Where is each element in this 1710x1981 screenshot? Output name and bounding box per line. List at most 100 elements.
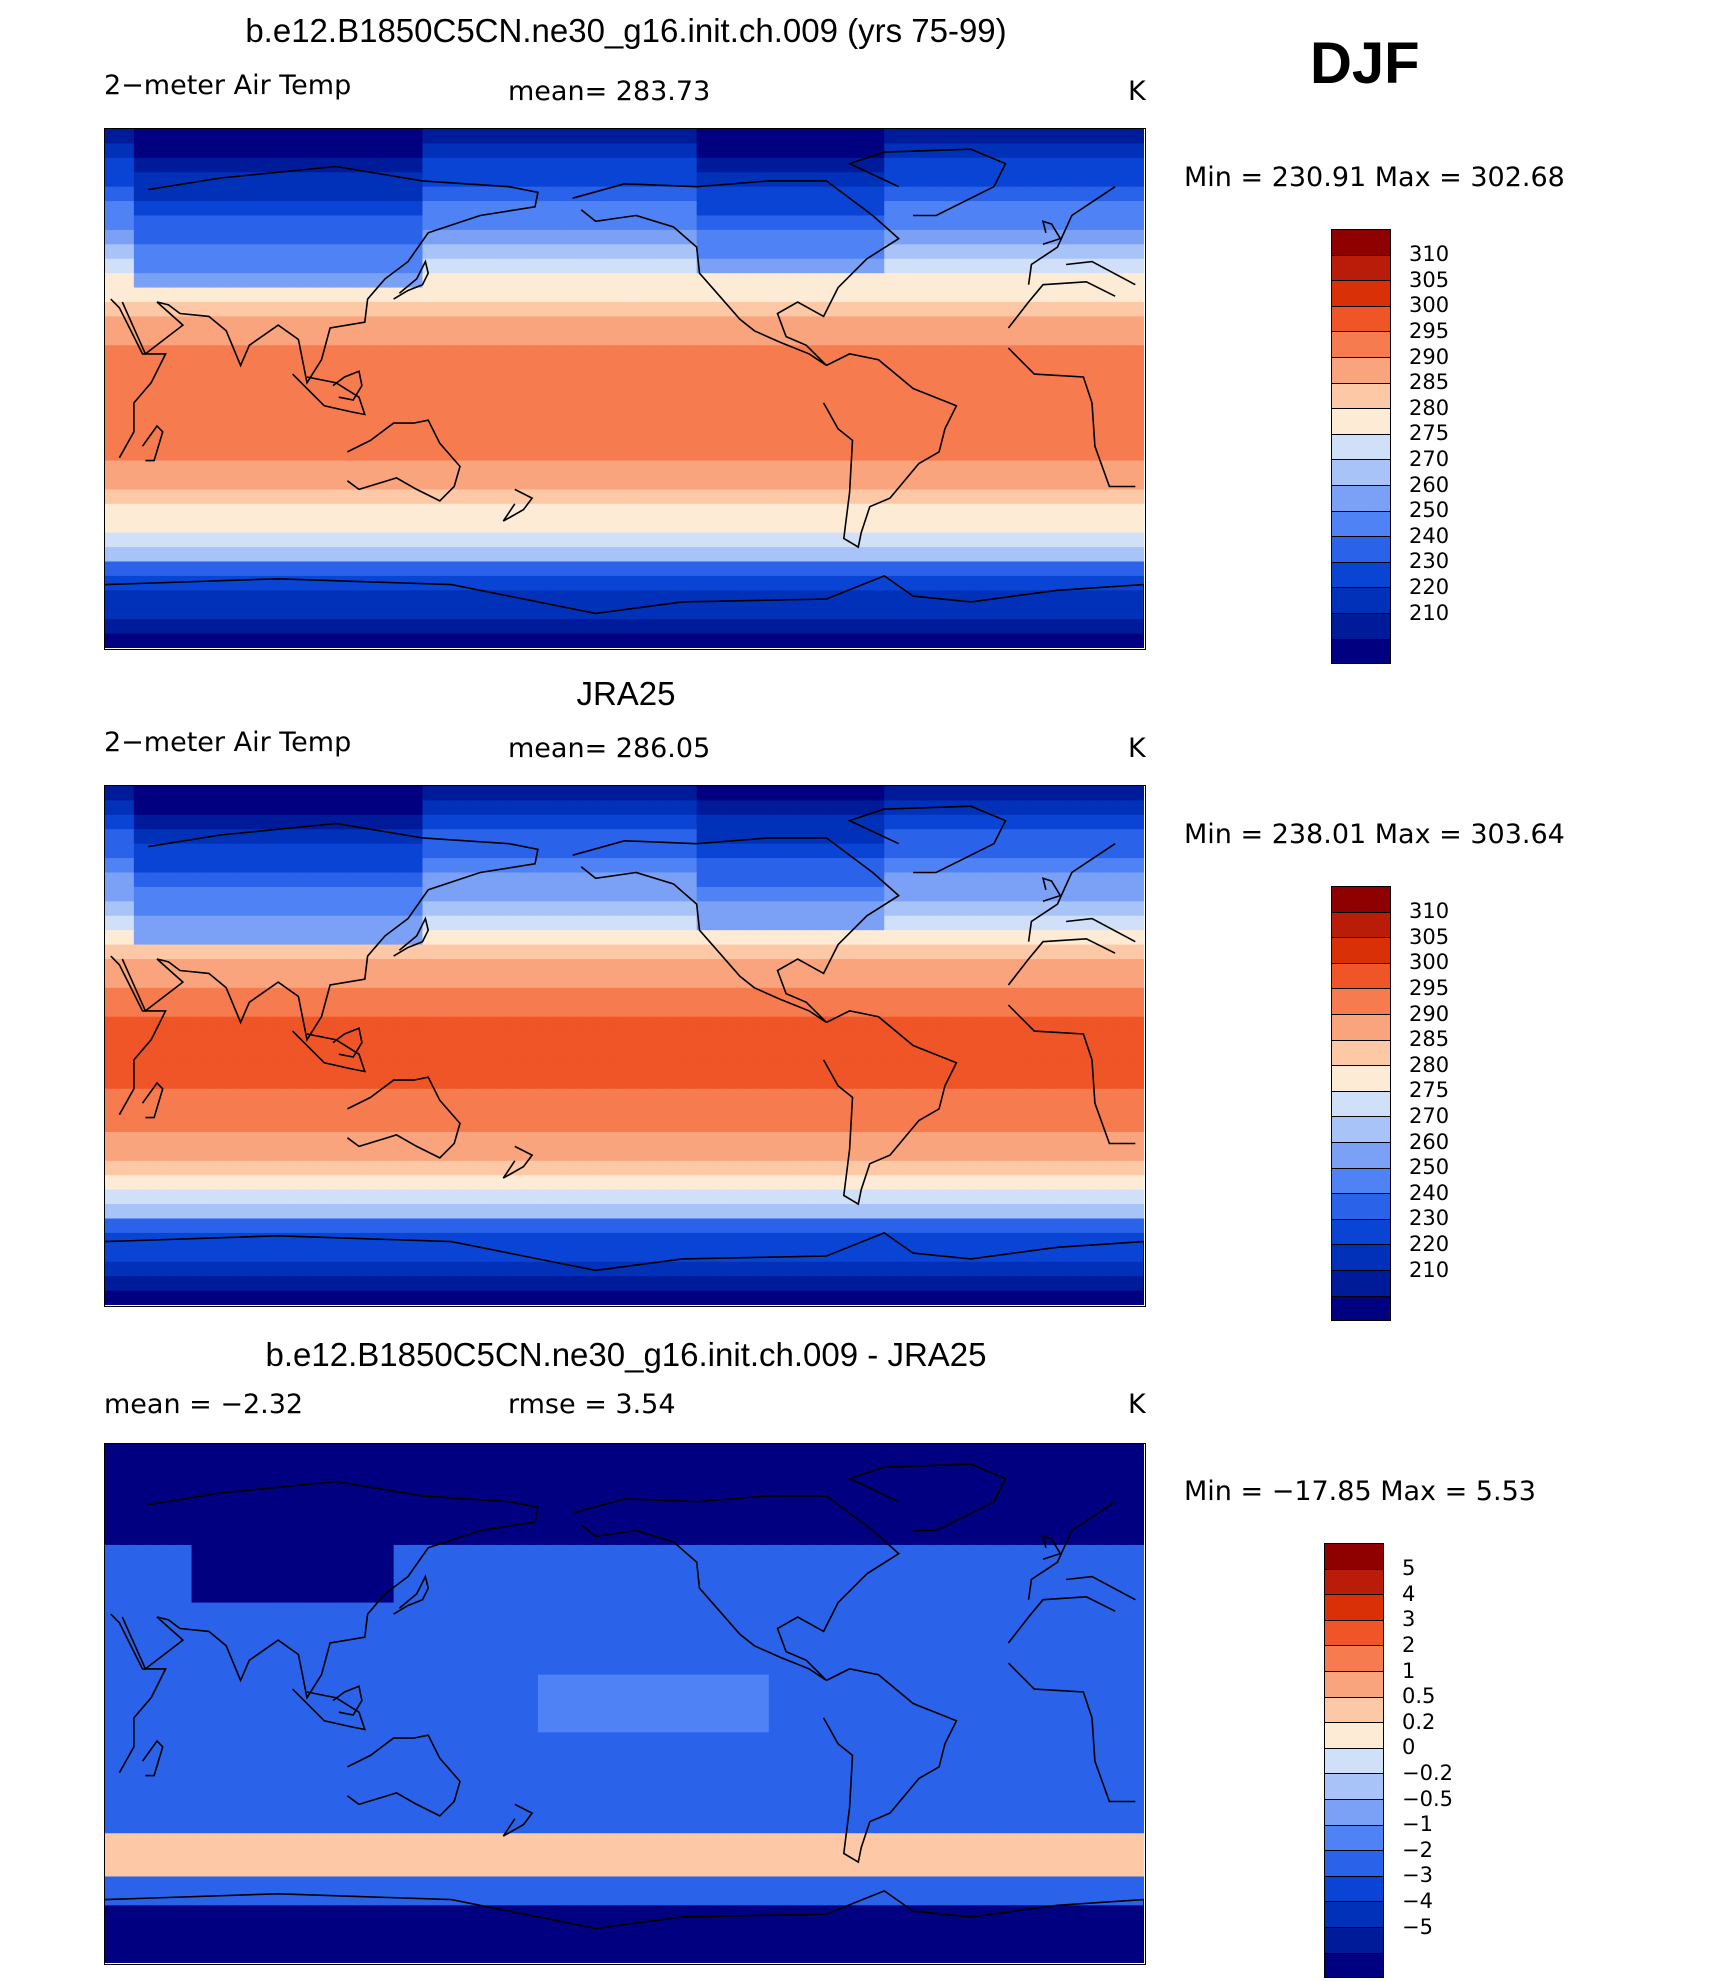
field-cell — [1129, 1059, 1144, 1075]
field-cell — [797, 901, 813, 917]
field-cell — [725, 359, 741, 375]
field-cell — [480, 944, 496, 960]
field-cell — [610, 475, 626, 491]
field-cell — [119, 460, 135, 476]
field-cell — [307, 1002, 323, 1018]
field-cell — [826, 215, 842, 231]
field-cell — [379, 886, 395, 902]
field-cell — [119, 1016, 135, 1032]
field-cell — [206, 1132, 222, 1148]
field-cell — [581, 944, 597, 960]
field-cell — [956, 229, 972, 245]
field-cell — [292, 1045, 308, 1061]
field-cell — [451, 633, 467, 648]
field-cell — [826, 901, 842, 917]
field-cell — [711, 930, 727, 946]
field-cell — [581, 460, 597, 476]
field-cell — [566, 186, 582, 202]
field-cell — [711, 143, 727, 159]
field-cell — [739, 417, 755, 433]
field-cell — [711, 1045, 727, 1061]
field-cell — [422, 944, 438, 960]
field-cell — [191, 374, 207, 390]
field-cell — [985, 872, 1001, 888]
field-cell — [667, 1189, 683, 1205]
field-cell — [927, 786, 943, 802]
field-cell — [379, 1218, 395, 1234]
field-cell — [913, 417, 929, 433]
field-cell — [956, 1103, 972, 1119]
field-cell — [552, 302, 568, 318]
field-cell — [191, 858, 207, 874]
field-cell — [105, 417, 121, 433]
field-cell — [566, 575, 582, 591]
field-cell — [162, 604, 178, 620]
field-cell — [840, 1218, 856, 1234]
field-cell — [884, 1175, 900, 1191]
field-cell — [1086, 215, 1102, 231]
field-cell — [884, 1059, 900, 1075]
field-cell — [364, 619, 380, 635]
field-cell — [119, 829, 135, 845]
field-cell — [898, 987, 914, 1003]
field-cell — [595, 590, 611, 606]
field-cell — [667, 786, 683, 802]
field-cell — [682, 1045, 698, 1061]
field-cell — [682, 258, 698, 274]
field-cell — [321, 215, 337, 231]
field-cell — [624, 800, 640, 816]
field-cell — [292, 1247, 308, 1263]
field-cell — [350, 172, 366, 188]
field-cell — [148, 201, 164, 217]
field-cell — [133, 901, 149, 917]
field-cell — [566, 302, 582, 318]
field-cell — [1014, 1175, 1030, 1191]
field-cell — [711, 431, 727, 447]
field-cell — [249, 503, 265, 519]
field-cell — [162, 829, 178, 845]
field-cell — [970, 1160, 986, 1176]
field-cell — [465, 460, 481, 476]
field-cell — [725, 388, 741, 404]
field-cell — [234, 1189, 250, 1205]
field-cell — [307, 417, 323, 433]
field-cell — [956, 1088, 972, 1104]
field-cell — [177, 1160, 193, 1176]
field-cell — [379, 1247, 395, 1263]
field-cell — [162, 1002, 178, 1018]
field-cell — [537, 1189, 553, 1205]
field-cell — [335, 201, 351, 217]
field-cell — [408, 129, 424, 145]
field-cell — [840, 901, 856, 917]
field-cell — [177, 460, 193, 476]
colorbar-label: 240 — [1409, 523, 1450, 548]
field-cell — [855, 1218, 871, 1234]
field-cell — [133, 143, 149, 159]
field-cell — [595, 1016, 611, 1032]
field-cell — [1115, 959, 1131, 975]
field-cell — [408, 973, 424, 989]
field-cell — [1086, 944, 1102, 960]
field-cell — [725, 431, 741, 447]
field-cell — [335, 302, 351, 318]
field-cell — [739, 959, 755, 975]
field-cell — [941, 129, 957, 145]
field-cell — [408, 1204, 424, 1220]
field-cell — [494, 460, 510, 476]
field-cell — [927, 518, 943, 534]
field-cell — [711, 814, 727, 830]
field-cell — [682, 814, 698, 830]
field-cell — [884, 1204, 900, 1220]
field-cell — [1115, 930, 1131, 946]
field-cell — [1028, 316, 1044, 332]
field-cell — [970, 561, 986, 577]
field-cell — [855, 930, 871, 946]
field-cell — [393, 973, 409, 989]
field-cell — [1028, 287, 1044, 303]
field-cell — [653, 814, 669, 830]
field-cell — [552, 446, 568, 462]
field-cell — [624, 446, 640, 462]
field-cell — [393, 1132, 409, 1148]
field-cell — [422, 1160, 438, 1176]
field-cell — [494, 489, 510, 505]
